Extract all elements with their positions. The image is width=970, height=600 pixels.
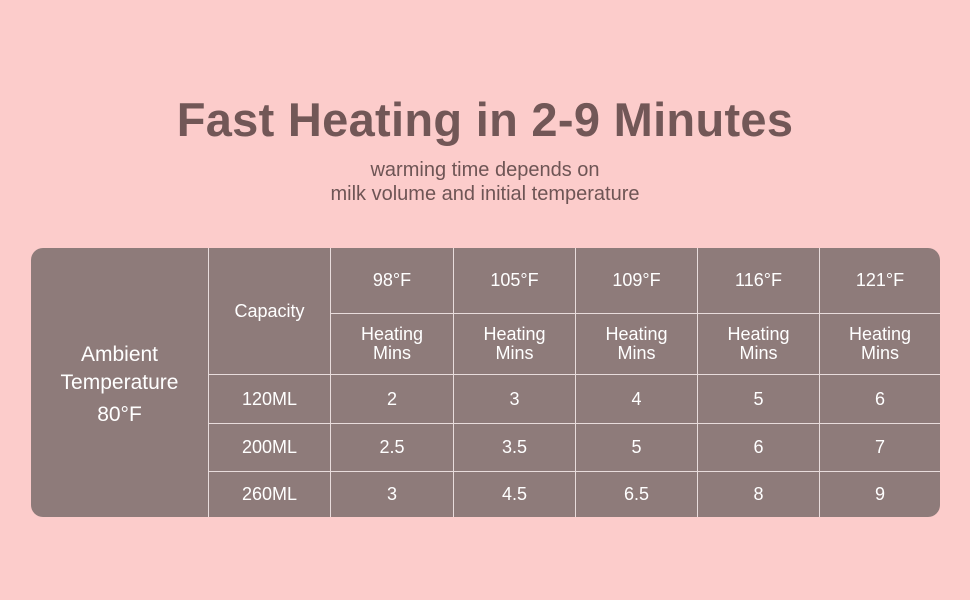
heating-mins-header: Heating Mins [454,314,575,374]
heating-mins-header: Heating Mins [576,314,697,374]
subtitle-line-1: warming time depends on [370,159,600,181]
grid-line [697,248,698,517]
table-cell: 6 [874,388,885,409]
heating-label: Heating [360,324,424,344]
table-cell: 7 [874,437,885,457]
table-cell: 3 [509,388,520,409]
table-cell: 4.5 [501,484,528,504]
mins-label: Mins [617,343,656,363]
temp-header-116: 116°F [735,270,782,290]
heating-label: Heating [483,324,546,344]
table-cell: 6 [753,437,764,457]
heating-label: Heating [848,324,912,344]
table-cell: 3 [386,484,397,504]
mins-label: Mins [860,343,899,363]
ambient-line-3: 80°F [97,402,142,426]
table-cell: 6.5 [623,484,650,504]
temp-header-98: 98°F [372,270,412,290]
temp-header-109: 109°F [612,270,661,290]
table-cell: 2 [386,388,397,409]
subtitle-line-2: milk volume and initial temperature [330,183,640,205]
grid-line [453,248,454,517]
ambient-line-1: Ambient [80,342,159,366]
heating-time-table: Ambient Temperature 80°F Capacity 98°F 1… [31,248,940,517]
table-cell: 2.5 [379,437,405,457]
capacity-cell: 200ML [241,437,298,457]
grid-line [208,248,209,517]
heating-mins-header: Heating Mins [698,314,819,374]
heating-mins-header: Heating Mins [331,314,453,374]
table-cell: 9 [874,484,885,504]
grid-line [208,423,940,424]
grid-line [208,374,940,375]
capacity-cell: 260ML [241,484,298,504]
grid-line [575,248,576,517]
capacity-cell: 120ML [241,388,298,409]
heating-label: Heating [605,324,668,344]
table-cell: 3.5 [501,437,528,457]
mins-label: Mins [495,343,534,363]
grid-line [330,313,940,314]
ambient-temperature-label: Ambient Temperature 80°F [31,248,208,517]
grid-line [330,248,331,517]
table-cell: 4 [631,388,642,409]
grid-line [208,471,940,472]
ambient-line-2: Temperature [60,370,179,394]
temp-header-105: 105°F [490,270,539,290]
mins-label: Mins [372,343,411,363]
mins-label: Mins [739,343,778,363]
table-cell: 5 [753,388,764,409]
table-cell: 8 [753,484,764,504]
temp-header-121: 121°F [855,270,905,290]
grid-line [819,248,820,517]
table-cell: 5 [631,437,642,457]
page-title: Fast Heating in 2-9 Minutes [176,93,794,146]
heating-label: Heating [727,324,790,344]
capacity-header: Capacity [234,300,305,321]
heating-mins-header: Heating Mins [820,314,940,374]
